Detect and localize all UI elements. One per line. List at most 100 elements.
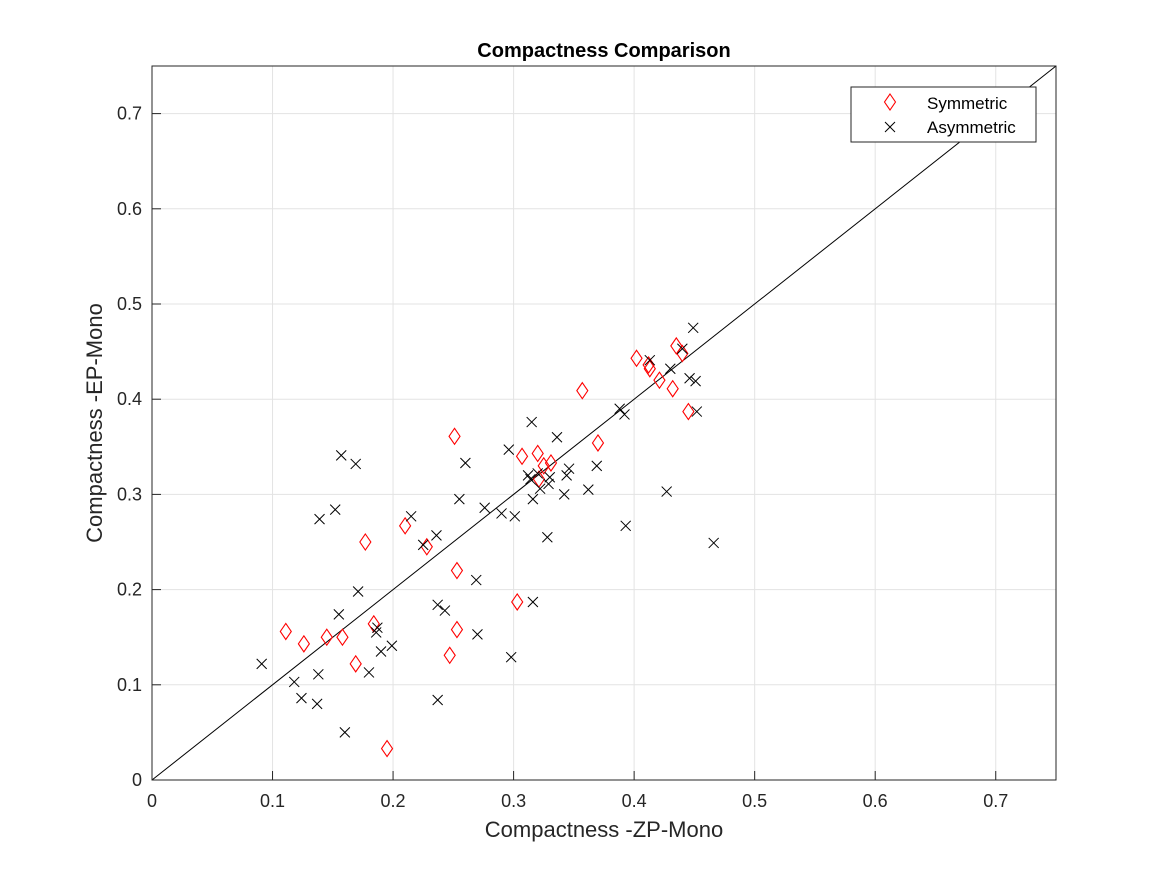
point-symmetric [532,470,546,489]
point-asymmetric [522,470,534,481]
x-marker-stroke [417,539,429,551]
point-symmetric [676,344,689,363]
x-marker-stroke [884,121,896,133]
point-asymmetric [296,692,307,704]
x-marker-stroke [509,510,521,522]
point-asymmetric [544,471,556,483]
point-asymmetric [375,646,387,657]
point-asymmetric [614,403,626,415]
tick-marks [151,113,997,781]
reference-line [151,65,1057,781]
y-tick-label: 0.7 [117,104,142,124]
point-symmetric [450,620,464,639]
point-asymmetric [339,727,351,738]
x-tick-label: 0.1 [260,791,285,811]
point-asymmetric [472,628,483,640]
x-marker-stroke [479,502,491,514]
x-marker-stroke [661,486,673,497]
point-symmetric [279,622,292,641]
legend-label-asymmetric: Asymmetric [927,118,1016,137]
point-asymmetric [372,622,383,634]
point-symmetric [443,646,456,665]
point-symmetric [576,381,589,400]
y-tick-labels: 0 0.1 0.2 0.3 0.4 0.5 0.6 0.7 [117,104,142,790]
x-marker-stroke [522,470,534,481]
point-asymmetric [527,596,539,608]
point-asymmetric [620,520,632,532]
x-tick-label: 0 [147,791,157,811]
legend-box [850,86,1037,143]
point-asymmetric [454,493,465,505]
point-asymmetric [363,667,375,678]
x-marker-stroke [687,322,699,334]
x-marker-stroke [470,574,482,586]
x-marker-stroke [644,354,656,366]
point-asymmetric [661,486,673,497]
point-asymmetric [432,694,444,706]
point-asymmetric [460,457,471,469]
legend-asymmetric-x-icon [884,121,896,133]
point-symmetric [544,454,558,472]
x-tick-label: 0.7 [983,791,1008,811]
point-symmetric [320,628,333,647]
x-marker-stroke [439,605,451,616]
point-symmetric [336,628,349,647]
x-marker-stroke [526,416,538,428]
point-asymmetric [256,658,268,670]
point-asymmetric [551,431,563,443]
axes-box [151,65,1057,781]
x-marker-stroke [405,510,417,522]
x-marker-stroke [296,692,307,704]
point-symmetric [653,371,666,390]
x-marker-stroke [432,694,444,706]
point-symmetric [670,336,683,355]
point-asymmetric [676,343,688,355]
x-marker-stroke [256,658,268,670]
legend-symmetric-diamond-icon [883,93,897,111]
point-symmetric [630,349,643,368]
point-symmetric [349,654,362,673]
x-marker-stroke [563,463,575,475]
x-marker-stroke [314,513,325,525]
point-symmetric [531,444,544,463]
point-asymmetric [664,363,676,375]
point-asymmetric [563,463,575,475]
x-marker-stroke [620,520,632,532]
point-asymmetric [405,510,417,522]
x-marker-stroke [690,375,701,387]
x-marker-stroke [329,504,341,515]
x-marker-stroke [664,363,676,375]
point-asymmetric [503,444,515,456]
reference-line-group [151,65,1057,781]
x-tick-label: 0.5 [742,791,767,811]
x-marker-stroke [432,599,444,611]
point-asymmetric [431,529,442,541]
x-marker-stroke [363,667,375,678]
x-marker-stroke [454,493,465,505]
x-marker-stroke [311,698,323,710]
x-tick-label: 0.6 [863,791,888,811]
x-marker-stroke [335,450,347,461]
x-marker-stroke [525,473,536,485]
x-marker-stroke [333,608,345,620]
point-asymmetric [591,460,603,472]
point-asymmetric [644,354,656,366]
point-symmetric [511,593,524,611]
point-symmetric [297,634,311,653]
x-marker-stroke [541,531,553,543]
point-asymmetric [526,416,538,428]
point-symmetric [515,447,529,466]
x-marker-stroke [591,460,603,472]
point-asymmetric [558,489,570,500]
point-asymmetric [288,676,300,688]
y-tick-label: 0.4 [117,389,142,409]
point-asymmetric [561,470,572,481]
x-marker-stroke [561,470,572,481]
point-asymmetric [708,537,720,549]
point-asymmetric [314,513,325,525]
y-tick-label: 0.5 [117,294,142,314]
point-asymmetric [509,510,521,522]
x-marker-stroke [558,489,570,500]
x-marker-stroke [619,409,630,420]
